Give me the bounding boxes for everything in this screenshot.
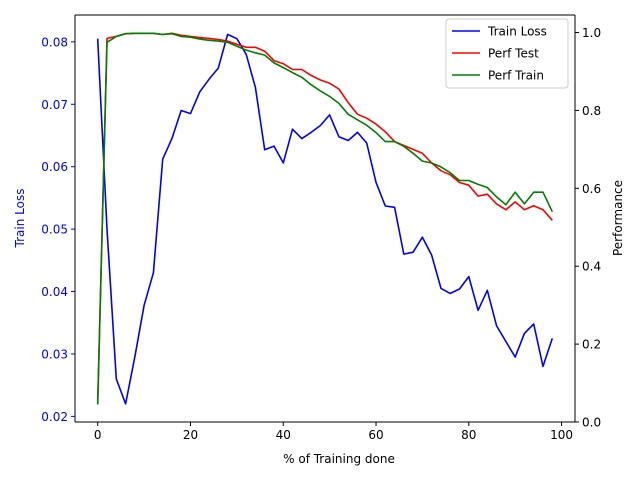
right-y-tick-label: 0.4 [582,260,601,274]
series-line-train-loss [96,33,554,405]
ticks: 0 20 40 60 80 100 0.02 0.03 0.04 0.05 0.06 0.07 0.08… [41,26,601,442]
series-line-perf-train [96,32,554,405]
right-y-tick-label: 0.6 [582,182,601,196]
right-y-tick-label: 0.8 [582,104,601,118]
legend-label-perf-test: Perf Test [488,47,539,61]
legend-label-perf-train: Perf Train [488,69,544,83]
left-y-tick-label: 0.08 [41,35,68,49]
right-y-tick-label: 1.0 [582,26,601,40]
left-y-tick-label: 0.05 [41,223,68,237]
legend-frame [445,18,569,89]
x-tick-label: 100 [550,428,573,442]
x-tick-label: 20 [183,428,198,442]
right-y-axis-label: Performance [611,180,625,256]
legend-label-train-loss: Train Loss [487,25,547,39]
left-y-tick-label: 0.03 [41,347,68,361]
x-axis-label: % of Training done [283,452,395,466]
x-tick-label: 40 [276,428,291,442]
left-y-axis-label: Train Loss [13,189,27,249]
x-tick-label: 60 [368,428,383,442]
left-y-tick-label: 0.04 [41,285,68,299]
left-y-tick-label: 0.07 [41,98,68,112]
plot-lines [96,32,554,405]
left-y-tick-label: 0.06 [41,160,68,174]
left-y-tick-label: 0.02 [41,410,68,424]
x-tick-label: 0 [94,428,102,442]
legend: Train Loss Perf Test Perf Train [445,18,569,89]
x-tick-label: 80 [461,428,476,442]
right-y-tick-label: 0.2 [582,338,601,352]
right-y-tick-label: 0.0 [582,416,601,430]
